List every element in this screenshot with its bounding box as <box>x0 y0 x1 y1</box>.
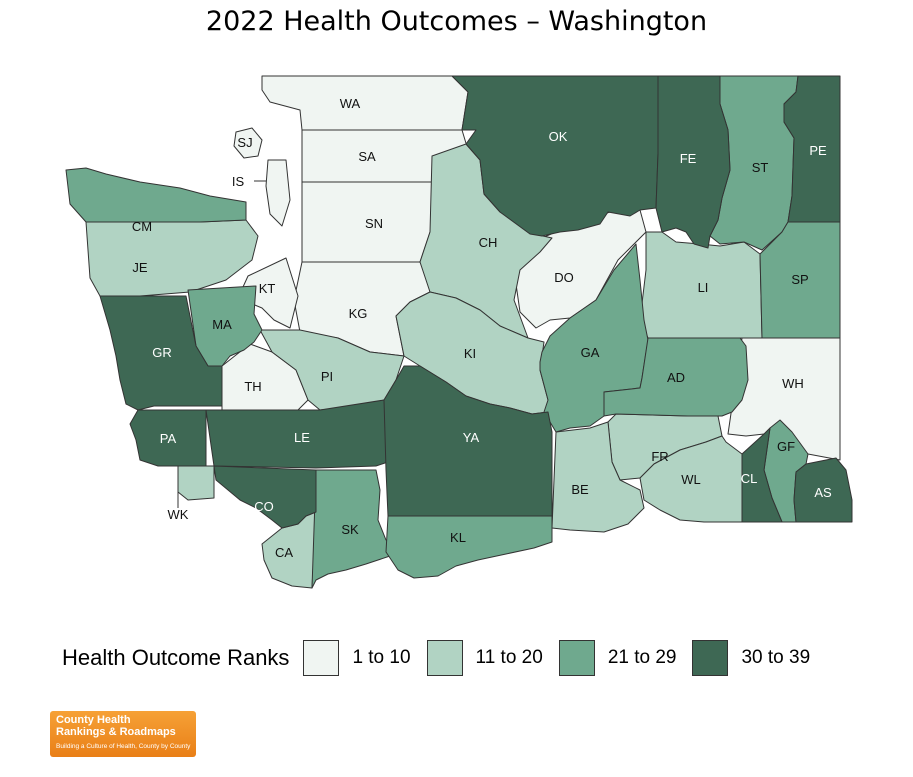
county-label-sj: SJ <box>237 135 252 150</box>
legend: Health Outcome Ranks 1 to 10 11 to 20 21… <box>62 637 826 679</box>
county-label-fr: FR <box>651 449 668 464</box>
legend-item-bin4: 30 to 39 <box>692 640 810 676</box>
county-label-ok: OK <box>549 129 568 144</box>
county-label-th: TH <box>244 379 261 394</box>
county-label-le: LE <box>294 430 310 445</box>
county-pe <box>783 75 841 223</box>
county-label-ch: CH <box>479 235 498 250</box>
county-label-cm: CM <box>132 219 152 234</box>
county-ok <box>451 75 659 237</box>
county-co <box>213 465 317 529</box>
county-label-fe: FE <box>680 151 697 166</box>
county-wk <box>177 465 215 501</box>
county-label-gr: GR <box>152 345 172 360</box>
county-label-ma: MA <box>212 317 232 332</box>
legend-swatch-bin4 <box>692 640 729 676</box>
county-label-pe: PE <box>809 143 827 158</box>
county-is <box>265 159 291 227</box>
county-label-as: AS <box>814 485 832 500</box>
county-label-ad: AD <box>667 370 685 385</box>
legend-label-bin2: 11 to 20 <box>475 647 543 668</box>
county-label-li: LI <box>698 280 709 295</box>
legend-swatch-bin2 <box>426 640 463 676</box>
legend-label-bin4: 30 to 39 <box>741 647 811 668</box>
map-title: 2022 Health Outcomes – Washington <box>205 6 708 37</box>
county-kl <box>385 515 553 579</box>
county-label-wk: WK <box>168 507 189 522</box>
county-label-co: CO <box>254 499 274 514</box>
county-sj <box>233 127 263 159</box>
county-gr <box>99 295 223 411</box>
county-label-pi: PI <box>321 369 333 384</box>
county-label-wa: WA <box>340 96 361 111</box>
legend-item-bin2: 11 to 20 <box>426 640 543 676</box>
county-label-sp: SP <box>791 272 808 287</box>
county-fe <box>655 75 731 249</box>
county-pa <box>129 409 207 467</box>
county-as <box>793 457 853 523</box>
county-health-rankings-logo: County Health Rankings & Roadmaps Buildi… <box>50 711 196 757</box>
county-label-kg: KG <box>349 306 368 321</box>
county-label-ca: CA <box>275 545 293 560</box>
legend-item-bin1: 1 to 10 <box>303 640 411 676</box>
county-label-ya: YA <box>463 430 480 445</box>
county-label-kt: KT <box>259 281 276 296</box>
county-ad <box>603 337 749 417</box>
logo-line1: County Health <box>56 714 131 726</box>
county-label-sa: SA <box>358 149 376 164</box>
county-ya <box>383 365 553 517</box>
county-je <box>85 219 259 297</box>
county-wa <box>261 75 469 131</box>
logo-tagline: Building a Culture of Health, County by … <box>56 743 191 750</box>
legend-label-bin1: 1 to 10 <box>352 647 411 668</box>
county-label-sn: SN <box>365 216 383 231</box>
county-label-gf: GF <box>777 439 795 454</box>
county-cl <box>741 427 783 523</box>
legend-swatch-bin3 <box>558 640 595 676</box>
county-label-ki: KI <box>464 346 476 361</box>
county-label-kl: KL <box>450 530 466 545</box>
county-label-do: DO <box>554 270 574 285</box>
county-cm <box>65 167 247 223</box>
legend-swatch-bin1 <box>303 640 340 676</box>
legend-item-bin3: 21 to 29 <box>558 640 677 676</box>
county-label-st: ST <box>752 160 769 175</box>
county-label-pa: PA <box>160 431 177 446</box>
county-label-ga: GA <box>581 345 600 360</box>
county-label-wh: WH <box>782 376 804 391</box>
legend-title: Health Outcome Ranks <box>62 645 290 670</box>
legend-label-bin3: 21 to 29 <box>607 647 677 668</box>
county-label-sk: SK <box>341 522 359 537</box>
county-label-je: JE <box>132 260 148 275</box>
county-label-cl: CL <box>741 471 758 486</box>
county-label-be: BE <box>571 482 589 497</box>
county-label-is: IS <box>232 174 245 189</box>
county-be <box>551 421 645 533</box>
logo-line2: Rankings & Roadmaps <box>56 726 176 738</box>
county-label-wl: WL <box>681 472 701 487</box>
washington-county-map: WA SJ IS SA SN KG KT TH DO WH JE CH PI KI LI FR WL BE CA WK… <box>65 75 853 589</box>
